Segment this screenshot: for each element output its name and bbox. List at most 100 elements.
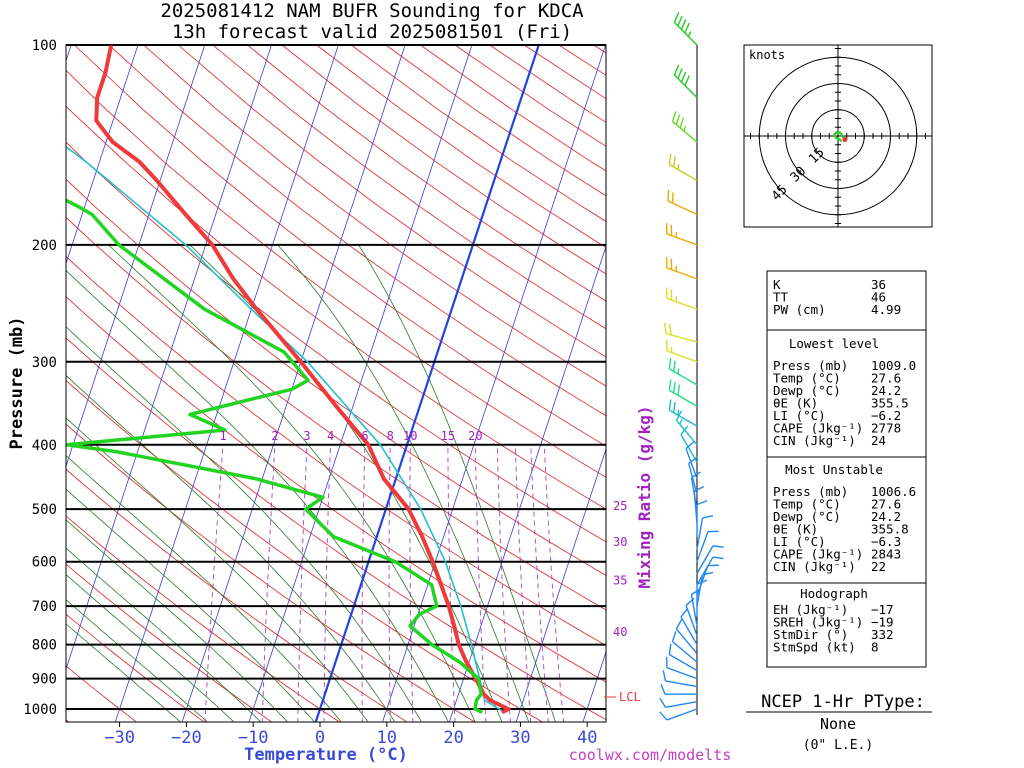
moist-adiabat — [66, 574, 235, 722]
table-row-value: 24.2 — [871, 509, 901, 524]
pressure-tick-label: 500 — [32, 502, 57, 518]
temperature-profile — [94, 45, 511, 714]
background-lines — [66, 45, 1024, 723]
parcel-profile — [66, 145, 505, 713]
dry-adiabat — [66, 337, 606, 721]
table-row-label: K — [773, 277, 781, 292]
moist-adiabat — [66, 519, 289, 722]
mixing-ratio-axis-label: Mixing Ratio (g/kg) — [635, 405, 654, 588]
isotherm — [448, 245, 606, 722]
table-section-heading: Hodograph — [800, 586, 868, 601]
table-row-label: θE (K) — [773, 396, 818, 411]
table-row-label: StmSpd (kt) — [773, 640, 856, 655]
table-row-value: 332 — [871, 627, 894, 642]
table-row-label: LI (°C) — [773, 408, 826, 423]
dry-adiabat — [143, 45, 606, 387]
wind-barb — [664, 322, 698, 343]
wind-barb — [665, 257, 698, 280]
dry-adiabat — [66, 468, 408, 722]
dry-adiabat — [974, 45, 1024, 723]
mixing-ratio-label: 40 — [613, 625, 627, 639]
zero-isotherm — [314, 45, 540, 722]
mixing-ratio-line — [496, 444, 511, 722]
mixing-ratio-line — [543, 444, 564, 722]
ptype-heading: NCEP 1-Hr PType: — [761, 692, 925, 712]
dry-adiabat — [66, 69, 606, 478]
mixing-ratio-label: 4 — [327, 429, 334, 443]
dry-adiabat — [66, 141, 606, 543]
table-row-label: StmDir (°) — [773, 627, 848, 642]
mixing-ratio-line — [514, 444, 532, 722]
table-row-label: CAPE (Jkg⁻¹) — [773, 547, 863, 562]
table-row-value: 1006.6 — [871, 484, 916, 499]
moist-adiabat — [66, 326, 423, 722]
ptype-accum: (0" L.E.) — [803, 738, 873, 753]
x-axis-label: Temperature (°C) — [244, 745, 408, 765]
dry-adiabat — [939, 45, 1024, 723]
dewpoint-profile — [66, 198, 483, 714]
wind-barb — [675, 619, 698, 654]
table-row-label: PW (cm) — [773, 302, 826, 317]
wind-barb — [668, 643, 698, 672]
table-row-label: θE (K) — [773, 522, 818, 537]
table-row-label: Press (mb) — [773, 484, 848, 499]
pressure-tick-label: 100 — [32, 38, 57, 54]
mixing-ratio-label: 25 — [613, 499, 627, 513]
hodograph-units: knots — [749, 48, 785, 62]
dry-adiabat — [1009, 45, 1024, 723]
mixing-ratio-line — [361, 444, 366, 722]
wind-barb — [665, 340, 698, 363]
mixing-ratio-labels: 1 2 3 4 6 8 10 15 20 25 30 35 40 — [219, 429, 627, 639]
table-row-value: 46 — [871, 290, 886, 305]
moist-adiabat — [108, 244, 476, 722]
isotherm — [66, 45, 272, 671]
mixing-ratio-line — [261, 444, 276, 722]
table-row-label: Temp (°C) — [773, 497, 841, 512]
pressure-tick-label: 300 — [32, 355, 57, 371]
table-row-value: 2778 — [871, 421, 901, 436]
moist-adiabat — [66, 269, 449, 722]
table-row-label: EH (Jkg⁻¹) — [773, 602, 848, 617]
mixing-ratio-line — [204, 444, 224, 722]
pressure-tick-label: 400 — [32, 438, 57, 454]
wind-barb — [671, 631, 698, 663]
pressure-tick-label: 800 — [32, 638, 57, 654]
wind-barb — [673, 12, 698, 46]
wind-barb — [668, 399, 698, 427]
wind-barb — [668, 379, 698, 407]
table-row-label: SREH (Jkg⁻¹) — [773, 615, 863, 630]
isotherm — [181, 45, 406, 722]
table-row-value: 8 — [871, 640, 879, 655]
wind-barb — [665, 656, 698, 680]
isotherm — [248, 45, 473, 722]
credit-link[interactable]: coolwx.com/modelts — [569, 746, 732, 764]
pressure-tick-label: 200 — [32, 238, 57, 254]
wind-barb — [696, 571, 714, 607]
table-row-label: Dewp (°C) — [773, 383, 841, 398]
wind-barb — [673, 64, 698, 99]
wind-barbs — [659, 12, 724, 721]
plot-frame — [65, 44, 607, 723]
table-row-value: 1009.0 — [871, 358, 916, 373]
wind-barb — [688, 456, 698, 495]
mixing-ratio-label: 15 — [441, 429, 455, 443]
temperature-tick-label: 10 — [377, 728, 397, 748]
chart-subtitle: 13h forecast valid 2025081501 (Fri) — [172, 21, 572, 43]
table-row-label: CAPE (Jkg⁻¹) — [773, 421, 863, 436]
dry-adiabat — [66, 665, 138, 722]
wind-barb — [665, 287, 698, 310]
isotherm — [114, 45, 339, 722]
dry-adiabat — [108, 45, 606, 417]
pressure-axis: 100 200 300 400 500 600 700 800 900 1000 — [23, 38, 57, 718]
moist-adiabat — [189, 244, 503, 722]
sounding-profiles — [66, 45, 511, 714]
moist-adiabat — [277, 244, 530, 722]
mixing-ratio-line — [323, 444, 332, 722]
dry-adiabat — [66, 423, 476, 722]
wind-barb — [659, 697, 698, 708]
dry-adiabat — [74, 45, 606, 447]
wind-barb — [680, 425, 698, 463]
wind-barb — [685, 597, 698, 636]
table-row-value: 355.5 — [871, 396, 909, 411]
table-row-value: 36 — [871, 277, 886, 292]
